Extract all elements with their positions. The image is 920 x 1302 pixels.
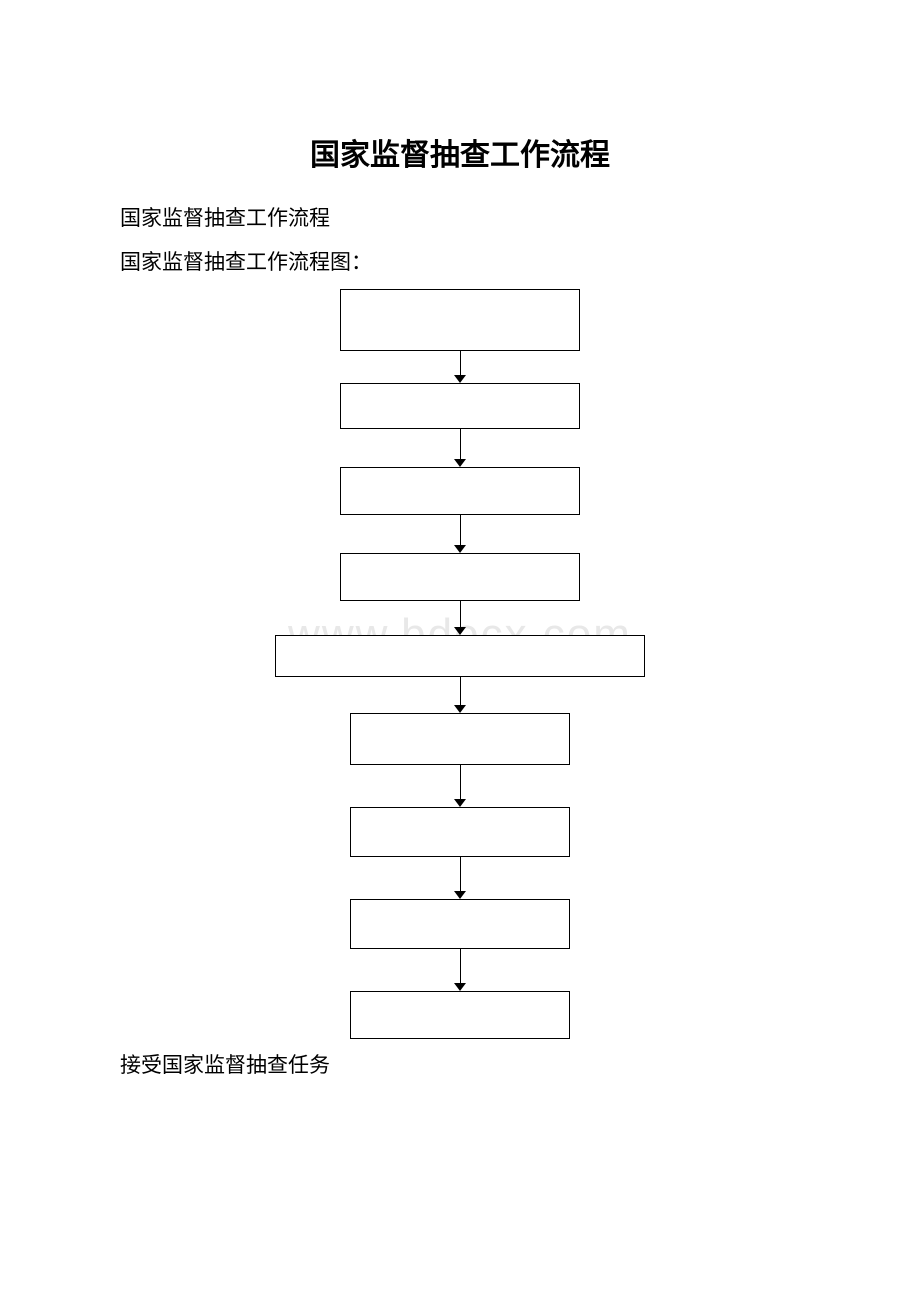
bottom-text: 接受国家监督抽查任务 (120, 1049, 800, 1079)
page-title: 国家监督抽查工作流程 (120, 130, 800, 174)
flowchart-box (340, 289, 580, 351)
flowchart-box (340, 383, 580, 429)
flowchart-arrow (454, 857, 466, 899)
flowchart-arrow (454, 949, 466, 991)
flowchart-box (350, 713, 570, 765)
flowchart-arrow (454, 515, 466, 553)
subtitle-line-1: 国家监督抽查工作流程 (120, 202, 800, 236)
flowchart-box (340, 553, 580, 601)
flowchart-arrow (454, 765, 466, 807)
flowchart-arrow (454, 351, 466, 383)
flowchart-arrow (454, 601, 466, 635)
flowchart-arrow (454, 429, 466, 467)
flowchart-box (340, 467, 580, 515)
flowchart-container (120, 289, 800, 1039)
flowchart-arrow (454, 677, 466, 713)
document-page: 国家监督抽查工作流程 国家监督抽查工作流程 国家监督抽查工作流程图： 接受国家监… (0, 0, 920, 1139)
flowchart-box (350, 991, 570, 1039)
flowchart-box (350, 899, 570, 949)
flowchart-box (350, 807, 570, 857)
flowchart-box (275, 635, 645, 677)
subtitle-line-2: 国家监督抽查工作流程图： (120, 246, 800, 280)
